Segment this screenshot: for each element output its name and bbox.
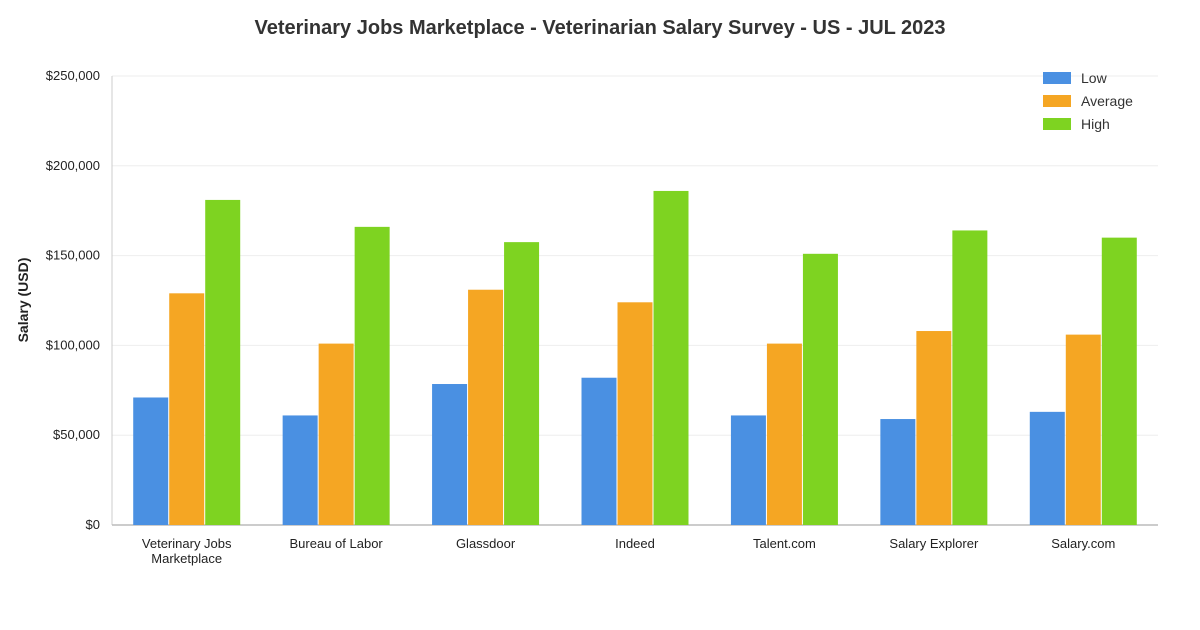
x-tick-label: Glassdoor xyxy=(456,536,516,551)
bar-high[interactable] xyxy=(952,230,988,525)
legend-swatch-low[interactable] xyxy=(1043,72,1071,84)
legend: Low Average High xyxy=(1043,70,1133,132)
x-tick-label: Salary Explorer xyxy=(889,536,979,551)
x-tick-label: Salary.com xyxy=(1051,536,1115,551)
x-tick-label: Veterinary Jobs xyxy=(142,536,232,551)
bar-high[interactable] xyxy=(205,199,241,525)
y-tick-label: $100,000 xyxy=(46,337,100,352)
legend-label-average[interactable]: Average xyxy=(1081,93,1133,109)
legend-swatch-average[interactable] xyxy=(1043,95,1071,107)
y-tick-label: $200,000 xyxy=(46,158,100,173)
x-tick-label: Bureau of Labor xyxy=(290,536,384,551)
bar-average[interactable] xyxy=(468,289,504,525)
x-tick-label: Talent.com xyxy=(753,536,816,551)
y-tick-label: $50,000 xyxy=(53,427,100,442)
bar-low[interactable] xyxy=(1029,411,1065,525)
bar-average[interactable] xyxy=(916,331,952,525)
x-tick-label: Indeed xyxy=(615,536,655,551)
y-axis-label: Salary (USD) xyxy=(15,258,31,343)
bar-low[interactable] xyxy=(432,384,468,525)
chart-title: Veterinary Jobs Marketplace - Veterinari… xyxy=(254,17,945,39)
bar-average[interactable] xyxy=(617,302,653,525)
bar-high[interactable] xyxy=(653,190,689,525)
bar-high[interactable] xyxy=(802,253,838,525)
bar-average[interactable] xyxy=(318,343,354,525)
y-tick-label: $0 xyxy=(86,517,100,532)
bar-low[interactable] xyxy=(730,415,766,525)
bar-average[interactable] xyxy=(766,343,802,525)
bar-high[interactable] xyxy=(354,226,390,525)
y-tick-labels: $0 $50,000 $100,000 $150,000 $200,000 $250,00… xyxy=(46,68,100,532)
bar-low[interactable] xyxy=(282,415,318,525)
y-tick-label: $250,000 xyxy=(46,68,100,83)
bar-low[interactable] xyxy=(880,419,916,525)
bar-average[interactable] xyxy=(169,293,205,525)
bar-low[interactable] xyxy=(133,397,169,525)
bar-high[interactable] xyxy=(504,242,540,525)
bars xyxy=(133,190,1137,525)
x-tick-label: Marketplace xyxy=(151,551,222,566)
y-tick-label: $150,000 xyxy=(46,248,100,263)
bar-average[interactable] xyxy=(1065,334,1101,525)
bar-low[interactable] xyxy=(581,377,617,525)
bar-high[interactable] xyxy=(1101,237,1137,525)
legend-label-high[interactable]: High xyxy=(1081,116,1110,132)
legend-label-low[interactable]: Low xyxy=(1081,70,1108,86)
legend-swatch-high[interactable] xyxy=(1043,118,1071,130)
